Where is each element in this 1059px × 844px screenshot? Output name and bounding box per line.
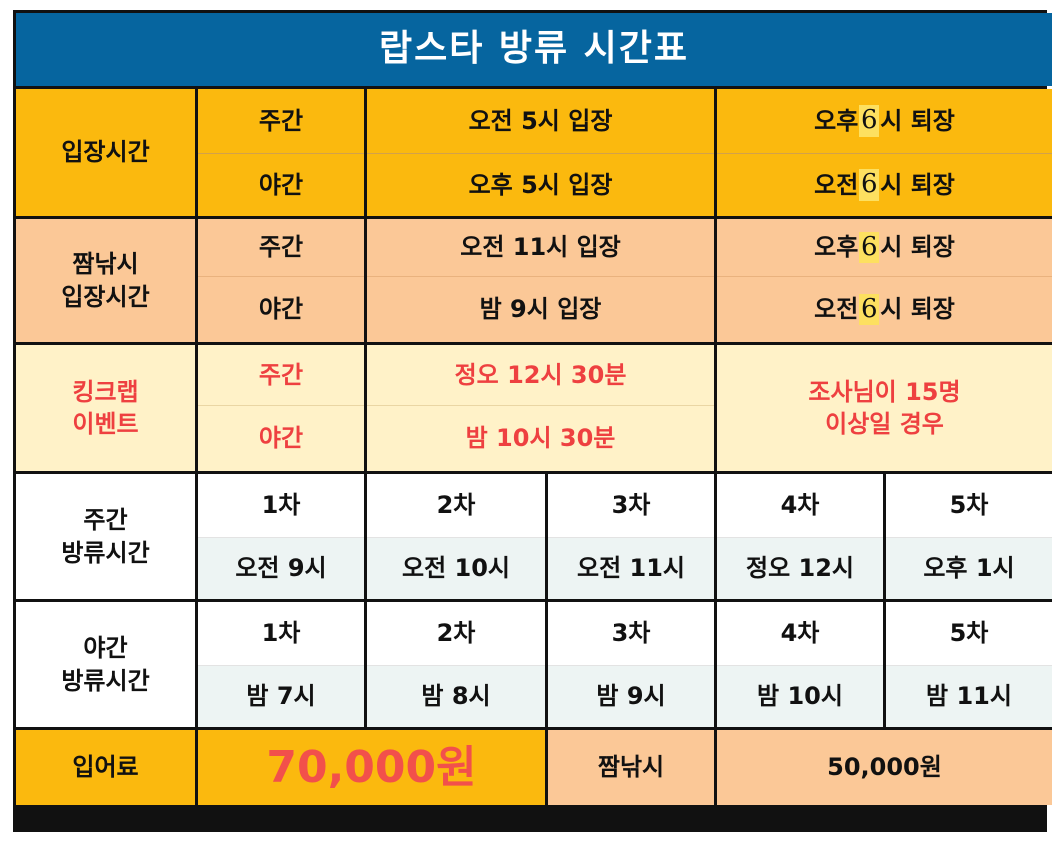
day-time-4: 정오 12시 — [717, 537, 883, 599]
entry-time-label: 입장시간 — [16, 89, 195, 216]
fee-price: 70,000원 — [198, 727, 545, 805]
short-entry-label: 짬낚시 입장시간 — [16, 216, 195, 342]
entry-night-type: 야간 — [198, 153, 364, 216]
entry-day-out-prefix: 오후 — [814, 106, 859, 135]
day-round-4: 4차 — [717, 471, 883, 537]
night-round-3: 3차 — [548, 599, 714, 665]
night-round-2: 2차 — [367, 599, 545, 665]
short-night-type: 야간 — [198, 276, 364, 342]
entry-day-type: 주간 — [198, 89, 364, 153]
king-crab-night-type: 야간 — [198, 405, 364, 471]
entry-night-in: 오후 5시 입장 — [367, 153, 714, 216]
day-round-2: 2차 — [367, 471, 545, 537]
short-day-out-prefix: 오후 — [814, 233, 859, 262]
night-round-5: 5차 — [886, 599, 1052, 665]
short-day-out-suffix: 시 퇴장 — [880, 233, 955, 262]
king-crab-day-type: 주간 — [198, 342, 364, 405]
entry-day-out-hour: 6 — [859, 105, 880, 137]
night-release-label: 야간 방류시간 — [16, 599, 195, 727]
short-day-out: 오후 6 시 퇴장 — [717, 216, 1052, 276]
entry-night-out: 오전 6 시 퇴장 — [717, 153, 1052, 216]
entry-day-out: 오후 6 시 퇴장 — [717, 89, 1052, 153]
short-night-in: 밤 9시 입장 — [367, 276, 714, 342]
night-time-4: 밤 10시 — [717, 665, 883, 727]
day-release-label: 주간 방류시간 — [16, 471, 195, 599]
short-day-type: 주간 — [198, 216, 364, 276]
entry-day-out-suffix: 시 퇴장 — [880, 106, 955, 135]
day-release-label-line2: 방류시간 — [61, 538, 150, 567]
day-round-1: 1차 — [198, 471, 364, 537]
short-fee-label: 짬낚시 — [548, 727, 714, 805]
entry-night-out-hour: 6 — [859, 169, 880, 201]
night-time-5: 밤 11시 — [886, 665, 1052, 727]
night-round-1: 1차 — [198, 599, 364, 665]
short-night-out-suffix: 시 퇴장 — [880, 295, 955, 324]
king-crab-condition-line2: 이상일 경우 — [825, 410, 944, 438]
king-crab-night-time: 밤 10시 30분 — [367, 405, 714, 471]
night-time-3: 밤 9시 — [548, 665, 714, 727]
day-release-label-line1: 주간 — [83, 506, 128, 535]
short-day-out-hour: 6 — [859, 231, 880, 264]
king-crab-label-line1: 킹크랩 — [72, 377, 139, 406]
short-entry-label-line1: 짬낚시 — [72, 250, 139, 279]
king-crab-day-time: 정오 12시 30분 — [367, 342, 714, 405]
night-round-4: 4차 — [717, 599, 883, 665]
night-time-1: 밤 7시 — [198, 665, 364, 727]
king-crab-label-line2: 이벤트 — [72, 410, 139, 438]
short-entry-label-line2: 입장시간 — [61, 282, 150, 311]
day-round-5: 5차 — [886, 471, 1052, 537]
short-night-out: 오전 6 시 퇴장 — [717, 276, 1052, 342]
short-night-out-prefix: 오전 — [814, 295, 859, 324]
day-time-5: 오후 1시 — [886, 537, 1052, 599]
day-time-2: 오전 10시 — [367, 537, 545, 599]
night-release-label-line1: 야간 — [83, 634, 128, 663]
short-night-out-hour: 6 — [859, 293, 880, 326]
page-title: 랍스타 방류 시간표 — [16, 13, 1052, 86]
king-crab-label: 킹크랩 이벤트 — [16, 342, 195, 471]
entry-day-in: 오전 5시 입장 — [367, 89, 714, 153]
fee-label: 입어료 — [16, 727, 195, 805]
entry-night-out-prefix: 오전 — [814, 170, 859, 199]
day-round-3: 3차 — [548, 471, 714, 537]
short-fee-price: 50,000원 — [717, 727, 1052, 805]
king-crab-condition-line1: 조사님이 15명 — [808, 377, 961, 406]
day-time-1: 오전 9시 — [198, 537, 364, 599]
day-time-3: 오전 11시 — [548, 537, 714, 599]
schedule-table: 랍스타 방류 시간표 입장시간 주간 오전 5시 입장 오후 6 시 퇴장 야간 오… — [13, 10, 1052, 832]
night-time-2: 밤 8시 — [367, 665, 545, 727]
night-release-label-line2: 방류시간 — [61, 666, 150, 695]
king-crab-condition: 조사님이 15명 이상일 경우 — [717, 342, 1052, 471]
short-day-in: 오전 11시 입장 — [367, 216, 714, 276]
entry-night-out-suffix: 시 퇴장 — [880, 170, 955, 199]
